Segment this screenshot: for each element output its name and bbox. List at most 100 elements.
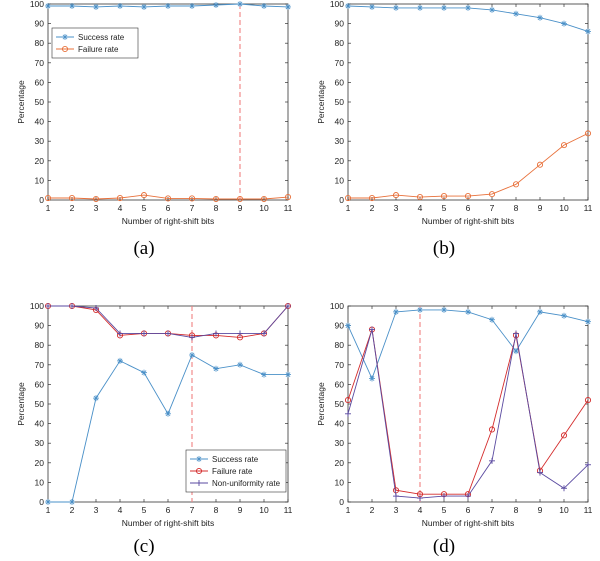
y-tick-label: 50 — [335, 399, 345, 409]
star-stroke — [62, 34, 68, 40]
y-tick-label: 30 — [335, 136, 345, 146]
data-point-star — [261, 371, 267, 378]
data-point-star — [513, 348, 519, 355]
legend-box — [51, 27, 139, 59]
y-tick-label: 70 — [35, 58, 45, 68]
x-tick-label: 3 — [94, 505, 99, 515]
data-point-circle — [344, 194, 352, 202]
y-tick-label: 10 — [335, 175, 345, 185]
data-point-circle — [536, 161, 544, 168]
data-point-star — [93, 3, 99, 10]
star-stroke — [93, 395, 99, 401]
legend-marker — [61, 45, 69, 53]
star-stroke — [285, 4, 291, 10]
data-point-star — [69, 499, 75, 505]
y-tick-label: 30 — [335, 438, 345, 448]
data-point-plus — [489, 457, 495, 464]
data-point-plus — [285, 303, 291, 309]
data-point-circle — [560, 142, 568, 149]
legend-label: Non-uniformity rate — [212, 479, 281, 488]
y-tick-label: 10 — [35, 175, 45, 185]
plot-frame — [347, 3, 589, 201]
data-point-plus — [345, 410, 351, 417]
x-tick-label: 4 — [418, 203, 423, 213]
y-tick-label: 20 — [335, 458, 345, 468]
data-point-star — [417, 306, 423, 313]
data-point-star — [69, 2, 75, 9]
star-stroke — [189, 3, 195, 9]
caption-d: (d) — [432, 536, 456, 557]
y-tick-label: 40 — [335, 419, 345, 429]
x-tick-label: 6 — [166, 203, 171, 213]
x-tick-label: 5 — [442, 203, 447, 213]
star-stroke — [513, 11, 519, 17]
y-tick-label: 100 — [30, 301, 44, 311]
legend-label: Failure rate — [78, 45, 119, 54]
x-tick-label: 9 — [538, 203, 543, 213]
x-tick-label: 4 — [118, 505, 123, 515]
data-point-plus — [513, 330, 519, 337]
star-stroke — [417, 5, 423, 11]
data-point-star — [45, 2, 51, 9]
data-point-plus — [213, 330, 219, 337]
x-tick-label: 3 — [394, 203, 399, 213]
data-point-star — [489, 316, 495, 323]
y-tick-label: 60 — [35, 77, 45, 87]
data-point-plus — [537, 469, 543, 476]
data-point-star — [141, 3, 147, 10]
star-stroke — [585, 29, 591, 34]
series-line-plus — [347, 329, 589, 499]
x-tick-label: 8 — [214, 203, 219, 213]
y-tick-label: 40 — [35, 117, 45, 127]
x-tick-label: 7 — [190, 203, 195, 213]
x-tick-label: 8 — [514, 203, 519, 213]
x-tick-label: 11 — [284, 505, 293, 515]
star-stroke — [585, 319, 591, 325]
data-point-plus — [393, 493, 399, 500]
star-stroke — [345, 3, 351, 9]
data-point-star — [237, 1, 243, 7]
star-stroke — [537, 309, 543, 315]
caption-a: (a) — [133, 238, 155, 259]
x-tick-label: 2 — [370, 203, 375, 213]
chart-d-svg: 0 10 20 30 40 50 60 70 80 90 100 1 2 3 4 5 6 7 8 9 10 11 Numbe… — [316, 301, 593, 528]
data-point-plus — [117, 330, 123, 337]
x-tick-label: 5 — [142, 203, 147, 213]
star-stroke — [537, 15, 543, 21]
data-point-star — [345, 322, 351, 329]
data-point-circle — [260, 195, 268, 203]
data-point-star — [141, 369, 147, 376]
x-axis-label: Number of right-shift bits — [122, 518, 215, 528]
data-point-star — [393, 308, 399, 315]
data-point-circle — [464, 193, 472, 200]
data-point-star — [93, 395, 99, 402]
data-point-star — [117, 357, 123, 364]
data-point-plus — [441, 493, 447, 500]
star-stroke — [345, 323, 351, 328]
data-point-star — [441, 4, 447, 11]
star-stroke — [465, 309, 471, 315]
star-stroke — [285, 372, 291, 377]
x-tick-label: 5 — [142, 505, 147, 515]
x-tick-label: 1 — [346, 203, 351, 213]
x-tick-label: 2 — [370, 505, 375, 515]
y-tick-label: 40 — [35, 419, 45, 429]
x-tick-label: 11 — [584, 203, 593, 213]
x-tick-label: 6 — [166, 505, 171, 515]
data-point-circle — [116, 194, 124, 202]
y-tick-label: 10 — [35, 477, 45, 487]
data-point-star — [369, 375, 375, 382]
y-tick-label: 60 — [35, 379, 45, 389]
data-point-star — [285, 371, 291, 378]
chart-panel-d: 0 10 20 30 40 50 60 70 80 90 100 1 2 3 4 5 6 7 8 9 10 11 Numbe… — [300, 296, 600, 561]
data-point-star — [441, 306, 447, 313]
data-point-star — [513, 10, 519, 17]
data-point-circle — [584, 397, 592, 404]
y-tick-label: 0 — [39, 497, 44, 507]
y-tick-label: 20 — [335, 156, 345, 166]
data-point-plus — [189, 334, 195, 341]
y-tick-label: 40 — [335, 117, 345, 127]
star-stroke — [117, 358, 123, 364]
data-point-circle — [68, 194, 76, 202]
